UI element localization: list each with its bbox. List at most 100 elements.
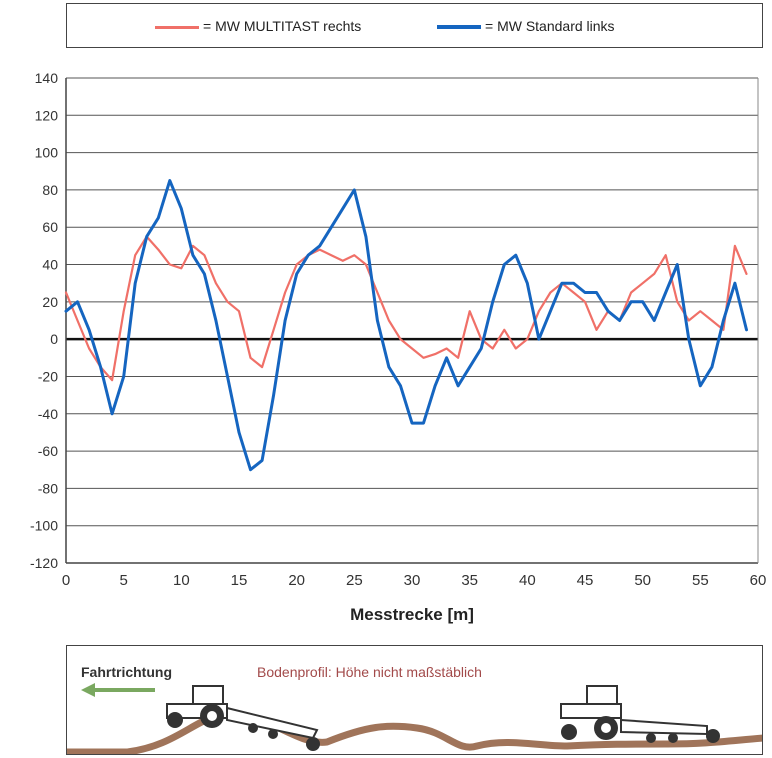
- data-point-standard: [503, 263, 506, 266]
- data-point-standard: [318, 245, 321, 247]
- data-point-multitast: [215, 282, 217, 284]
- data-point-standard: [388, 366, 390, 368]
- data-point-standard: [411, 422, 413, 424]
- data-point-multitast: [722, 329, 725, 331]
- direction-label: Fahrtrichtung: [81, 664, 172, 680]
- data-point-standard: [445, 357, 448, 359]
- data-point-multitast: [549, 291, 552, 294]
- data-point-standard: [457, 384, 459, 387]
- data-point-standard: [238, 431, 240, 434]
- data-point-standard: [99, 366, 102, 368]
- x-tick-label: 35: [461, 572, 478, 589]
- data-point-standard: [468, 366, 471, 368]
- data-point-standard: [365, 235, 367, 238]
- x-tick-label: 5: [119, 572, 127, 589]
- data-point-standard: [538, 338, 540, 340]
- data-point-multitast: [411, 347, 413, 350]
- x-tick-label: 55: [692, 572, 709, 589]
- x-tick-label: 25: [346, 572, 363, 589]
- data-point-multitast: [365, 263, 367, 266]
- y-tick-label: 140: [35, 70, 59, 86]
- x-tick-label: 0: [62, 572, 70, 589]
- series-line-standard: [64, 179, 748, 472]
- data-point-multitast: [192, 245, 194, 247]
- data-point-multitast: [203, 254, 206, 257]
- legend-label-standard: = MW Standard links: [485, 18, 615, 34]
- data-point-multitast: [272, 329, 275, 331]
- data-point-standard: [145, 235, 148, 238]
- axes: [65, 78, 759, 564]
- terrain-illustration: [67, 683, 762, 754]
- data-point-multitast: [572, 291, 575, 294]
- data-point-multitast: [157, 248, 160, 251]
- y-tick-label: -40: [38, 406, 58, 422]
- x-tick-label: 60: [750, 572, 767, 589]
- data-point-standard: [584, 291, 586, 294]
- data-point-multitast: [226, 301, 229, 303]
- data-point-multitast: [653, 273, 655, 275]
- data-point-multitast: [88, 347, 90, 350]
- data-point-standard: [688, 338, 690, 340]
- data-point-standard: [342, 207, 344, 210]
- y-tick-label: 40: [42, 257, 58, 273]
- legend-label-multitast: = MW MULTITAST rechts: [203, 18, 362, 34]
- legend-item-standard: = MW Standard links: [437, 18, 615, 34]
- data-point-standard: [572, 282, 575, 284]
- data-point-standard: [676, 263, 679, 266]
- data-point-standard: [307, 254, 310, 257]
- data-point-multitast: [134, 254, 136, 257]
- data-point-standard: [134, 282, 136, 284]
- legend-swatch-red: [155, 25, 199, 29]
- x-axis-title: Messtrecke [m]: [350, 605, 474, 624]
- series-line-multitast: [64, 235, 748, 382]
- data-point-multitast: [342, 260, 344, 262]
- data-point-standard: [88, 329, 90, 331]
- data-point-standard: [192, 254, 194, 257]
- data-point-standard: [480, 347, 483, 350]
- data-point-multitast: [76, 319, 79, 322]
- data-point-multitast: [664, 254, 667, 257]
- x-tick-label: 45: [577, 572, 594, 589]
- legend-swatch-blue: [437, 25, 481, 30]
- data-point-multitast: [491, 347, 494, 350]
- data-point-standard: [630, 301, 632, 303]
- data-point-multitast: [676, 301, 679, 303]
- data-point-standard: [745, 329, 748, 331]
- y-tick-label: 80: [42, 182, 58, 198]
- data-point-multitast: [584, 301, 586, 303]
- y-tick-label: -100: [30, 518, 58, 534]
- data-point-standard: [76, 301, 79, 303]
- data-point-multitast: [284, 291, 286, 294]
- data-point-standard: [699, 384, 702, 387]
- data-point-multitast: [457, 357, 459, 359]
- data-point-multitast: [630, 291, 632, 294]
- x-tick-label: 50: [634, 572, 651, 589]
- data-point-multitast: [526, 338, 529, 340]
- series-layer: [64, 179, 748, 472]
- data-point-multitast: [734, 245, 736, 247]
- data-point-standard: [711, 366, 713, 368]
- data-point-standard: [111, 412, 113, 415]
- data-point-standard: [399, 384, 402, 387]
- y-tick-label: -80: [38, 480, 58, 496]
- data-point-multitast: [122, 310, 125, 312]
- data-point-standard: [618, 319, 621, 322]
- x-tick-label: 40: [519, 572, 536, 589]
- data-point-standard: [272, 394, 275, 396]
- tractor-left-icon: [166, 685, 320, 751]
- data-point-multitast: [318, 248, 321, 251]
- data-point-multitast: [711, 319, 713, 322]
- data-point-standard: [526, 282, 529, 284]
- data-point-standard: [561, 282, 563, 284]
- data-point-multitast: [434, 353, 436, 355]
- data-point-standard: [203, 273, 206, 275]
- data-point-multitast: [445, 347, 448, 350]
- y-tick-label: -20: [38, 368, 58, 384]
- data-point-standard: [595, 291, 598, 294]
- data-point-multitast: [515, 347, 517, 350]
- data-point-multitast: [238, 310, 240, 312]
- data-point-standard: [215, 319, 217, 322]
- x-tick-label: 30: [404, 572, 421, 589]
- direction-arrow-icon: [81, 683, 155, 697]
